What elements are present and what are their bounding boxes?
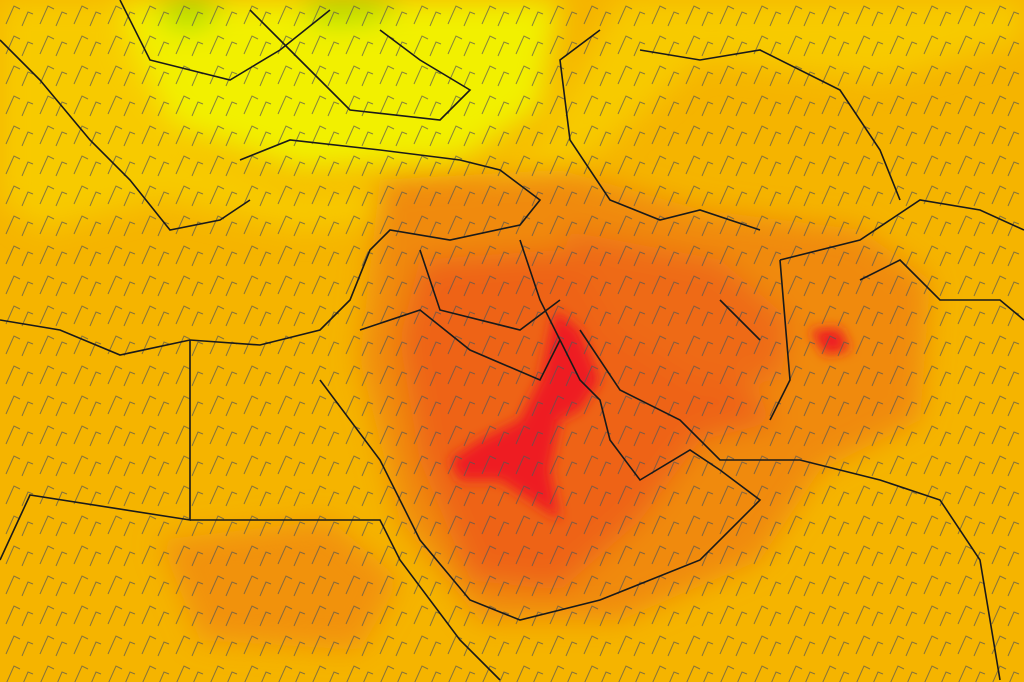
weather-map (0, 0, 1024, 682)
temperature-map-svg (0, 0, 1024, 682)
wind-barbs (0, 0, 1024, 682)
country-borders (0, 0, 1024, 681)
